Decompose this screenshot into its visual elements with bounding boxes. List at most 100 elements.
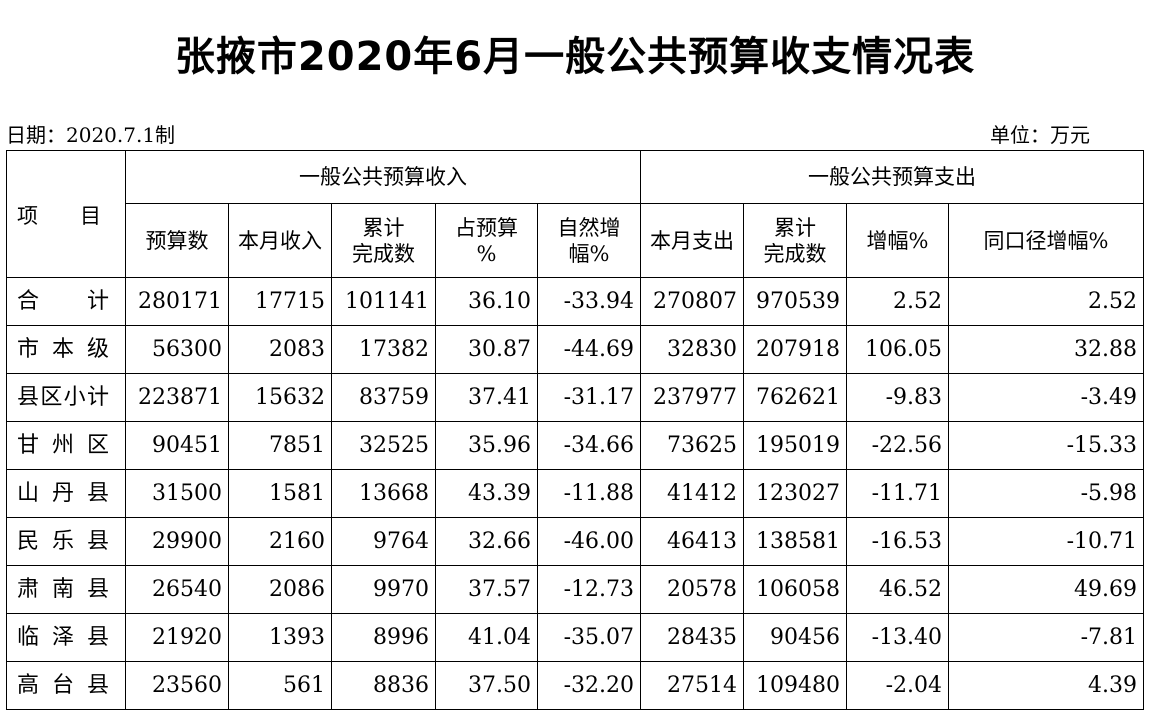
header-column-stack: 累计 完成数: [352, 215, 415, 267]
table-cell: 106058: [744, 566, 847, 614]
header-column: 本月支出: [641, 204, 744, 278]
header-column: 本月收入: [229, 204, 332, 278]
table-cell: -32.20: [538, 662, 641, 710]
header-column-stack: 本月支出: [650, 228, 734, 254]
table-cell: 561: [229, 662, 332, 710]
header-column-line2: 幅%: [568, 241, 610, 266]
table-cell: 46413: [641, 518, 744, 566]
header-column-stack: 占预算%: [455, 215, 518, 267]
header-expenditure-group: 一般公共预算支出: [641, 150, 1144, 204]
table-cell: 20578: [641, 566, 744, 614]
row-label-text: 高台县: [17, 672, 109, 698]
table-cell: -16.53: [847, 518, 949, 566]
table-cell: -2.04: [847, 662, 949, 710]
table-cell: 41.04: [436, 614, 538, 662]
table-cell: -31.17: [538, 374, 641, 422]
table-cell: 106.05: [847, 326, 949, 374]
table-cell: 37.41: [436, 374, 538, 422]
table-cell: 73625: [641, 422, 744, 470]
table-cell: 280171: [126, 278, 229, 326]
header-column: 累计 完成数: [332, 204, 436, 278]
table-cell: -33.94: [538, 278, 641, 326]
table-cell: -12.73: [538, 566, 641, 614]
table-cell: 35.96: [436, 422, 538, 470]
table-cell: 37.50: [436, 662, 538, 710]
table-cell: 17715: [229, 278, 332, 326]
table-cell: 32.88: [949, 326, 1144, 374]
table-cell: 90456: [744, 614, 847, 662]
header-column-stack: 预算数: [146, 228, 209, 254]
unit-label: 单位：万元: [990, 123, 1090, 147]
header-column-line2: %: [476, 241, 497, 266]
header-column: 同口径增幅%: [949, 204, 1144, 278]
table-cell: 1581: [229, 470, 332, 518]
table-cell: 195019: [744, 422, 847, 470]
row-label-text: 临泽县: [17, 624, 109, 650]
row-label-text: 山丹县: [17, 480, 109, 506]
table-cell: 2160: [229, 518, 332, 566]
row-label: 高台县: [6, 662, 126, 710]
table-cell: 8836: [332, 662, 436, 710]
row-label-text: 县区小计: [17, 384, 109, 410]
table-cell: -46.00: [538, 518, 641, 566]
table-cell: 27514: [641, 662, 744, 710]
table-cell: 31500: [126, 470, 229, 518]
table-cell: -3.49: [949, 374, 1144, 422]
header-item-label: 项 目: [17, 204, 101, 228]
row-label: 合计: [6, 278, 126, 326]
header-column-line1: 自然增: [557, 215, 621, 240]
table-cell: 37.57: [436, 566, 538, 614]
header-column-stack: 累计 完成数: [764, 215, 827, 267]
table-cell: -10.71: [949, 518, 1144, 566]
header-revenue-group: 一般公共预算收入: [126, 150, 641, 204]
header-column-stack: 同口径增幅%: [984, 228, 1109, 254]
row-label: 临泽县: [6, 614, 126, 662]
table-cell: 29900: [126, 518, 229, 566]
table-cell: -13.40: [847, 614, 949, 662]
table-cell: 83759: [332, 374, 436, 422]
table-cell: 41412: [641, 470, 744, 518]
table-cell: 237977: [641, 374, 744, 422]
header-item: 项 目: [6, 150, 126, 278]
table-cell: -5.98: [949, 470, 1144, 518]
row-label-text: 民乐县: [17, 528, 109, 554]
page-title: 张掖市2020年6月一般公共预算收支情况表: [174, 34, 976, 80]
header-column-line1: 本月收入: [238, 228, 322, 253]
table-cell: 2.52: [949, 278, 1144, 326]
row-label-text: 市本级: [17, 336, 109, 362]
row-label-text: 肃南县: [17, 576, 109, 602]
table-cell: 17382: [332, 326, 436, 374]
table-cell: 7851: [229, 422, 332, 470]
table-cell: 32525: [332, 422, 436, 470]
header-column-stack: 增幅%: [867, 228, 929, 254]
table-cell: 90451: [126, 422, 229, 470]
table-cell: 2086: [229, 566, 332, 614]
row-label: 县区小计: [6, 374, 126, 422]
table-cell: 2083: [229, 326, 332, 374]
table-cell: 223871: [126, 374, 229, 422]
table-cell: 4.39: [949, 662, 1144, 710]
table-cell: 138581: [744, 518, 847, 566]
row-label: 民乐县: [6, 518, 126, 566]
table-cell: 21920: [126, 614, 229, 662]
table-cell: 270807: [641, 278, 744, 326]
header-column-line2: 完成数: [352, 241, 415, 266]
header-column-stack: 自然增 幅%: [558, 215, 621, 267]
table-cell: 13668: [332, 470, 436, 518]
row-label-text: 合计: [17, 288, 109, 314]
table-cell: 101141: [332, 278, 436, 326]
table-cell: 30.87: [436, 326, 538, 374]
table-cell: 109480: [744, 662, 847, 710]
table-cell: 46.52: [847, 566, 949, 614]
table-cell: -22.56: [847, 422, 949, 470]
header-column: 自然增 幅%: [538, 204, 641, 278]
header-column: 预算数: [126, 204, 229, 278]
header-column-line1: 同口径增幅%: [983, 228, 1109, 253]
row-label: 市本级: [6, 326, 126, 374]
table-cell: 207918: [744, 326, 847, 374]
row-label: 肃南县: [6, 566, 126, 614]
table-cell: 970539: [744, 278, 847, 326]
table-cell: -34.66: [538, 422, 641, 470]
budget-table: 项 目一般公共预算收入 一般公共预算支出 预算数 本月收入 累计 完成数 占预算% 自然增 幅%…: [6, 150, 1144, 712]
table-cell: 9970: [332, 566, 436, 614]
